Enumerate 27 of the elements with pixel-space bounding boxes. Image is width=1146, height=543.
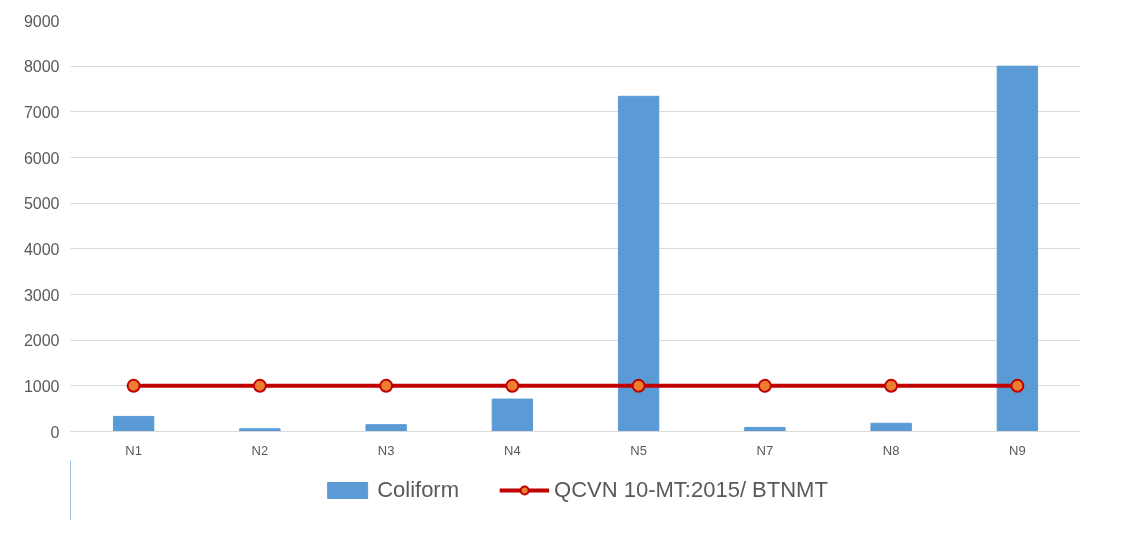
x-tick-label: N8 (882, 442, 900, 458)
bar (365, 424, 407, 432)
y-tick-label: 1000 (23, 377, 60, 395)
y-tick-label: 3000 (23, 286, 60, 304)
y-tick-label: 2000 (23, 332, 60, 350)
bar (617, 95, 660, 432)
y-tick-label: 5000 (23, 195, 60, 213)
x-tick-label: N9 (1009, 442, 1026, 458)
y-tick-label: 7000 (23, 103, 60, 121)
y-tick-label: 9000 (23, 12, 60, 30)
bar (996, 65, 1039, 432)
x-tick-label: N1 (125, 442, 142, 458)
x-tick-label: N7 (756, 442, 774, 458)
y-tick-label: 0 (50, 423, 60, 441)
bar (491, 398, 534, 432)
y-tick-label: 6000 (23, 149, 60, 167)
y-tick-label: 8000 (23, 58, 60, 76)
x-tick-label: N2 (251, 442, 269, 458)
legend-label: QCVN 10-MT:2015/ BTNMT (554, 477, 828, 503)
bar (239, 428, 281, 432)
legend-label: Coliform (377, 477, 460, 503)
x-tick-label: N5 (630, 442, 647, 458)
y-tick-label: 4000 (23, 240, 60, 258)
x-tick-label: N4 (504, 442, 521, 458)
bar (112, 415, 155, 432)
bar (870, 422, 912, 432)
x-tick-label: N3 (377, 442, 395, 458)
